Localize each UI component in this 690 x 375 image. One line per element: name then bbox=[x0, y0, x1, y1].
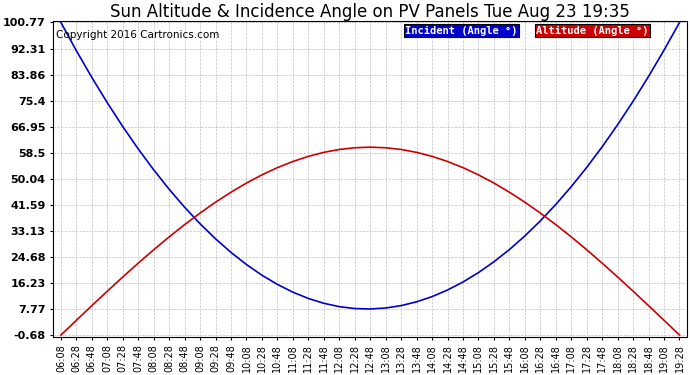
Text: Altitude (Angle °): Altitude (Angle °) bbox=[536, 26, 649, 36]
Title: Sun Altitude & Incidence Angle on PV Panels Tue Aug 23 19:35: Sun Altitude & Incidence Angle on PV Pan… bbox=[110, 3, 630, 21]
Text: Copyright 2016 Cartronics.com: Copyright 2016 Cartronics.com bbox=[57, 30, 219, 40]
Text: Incident (Angle °): Incident (Angle °) bbox=[405, 26, 518, 36]
